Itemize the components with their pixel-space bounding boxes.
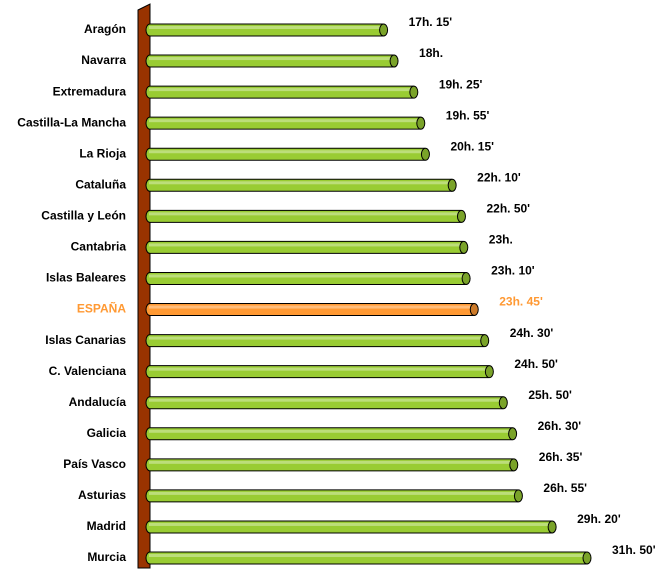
bar-highlight bbox=[149, 522, 551, 526]
bar-cap bbox=[389, 54, 399, 68]
bar-cap bbox=[509, 458, 519, 472]
bar-highlight bbox=[149, 429, 511, 433]
value-label: 24h. 30' bbox=[510, 326, 554, 340]
bar-highlight bbox=[149, 460, 512, 464]
bar bbox=[145, 396, 507, 410]
value-label: 26h. 30' bbox=[538, 419, 582, 433]
category-label: La Rioja bbox=[79, 146, 126, 160]
bar-highlight bbox=[149, 243, 462, 247]
bar bbox=[145, 458, 518, 472]
bar bbox=[145, 551, 591, 565]
category-label: Cataluña bbox=[75, 177, 126, 191]
value-label: 17h. 15' bbox=[409, 15, 453, 29]
value-label: 31h. 50' bbox=[612, 543, 656, 557]
bar-cap bbox=[480, 334, 490, 348]
bar bbox=[145, 147, 429, 161]
bar-cap bbox=[513, 489, 523, 503]
category-label: C. Valenciana bbox=[49, 364, 127, 378]
value-label: 26h. 55' bbox=[543, 481, 587, 495]
category-label: Andalucía bbox=[69, 395, 127, 409]
bar-cap bbox=[447, 178, 457, 192]
bar bbox=[145, 116, 425, 130]
value-label: 19h. 55' bbox=[446, 108, 490, 122]
bar-cap bbox=[498, 396, 508, 410]
value-label: 29h. 20' bbox=[577, 512, 621, 526]
category-label: Cantabria bbox=[71, 240, 127, 254]
bar-cap bbox=[459, 240, 469, 254]
category-label: Islas Canarias bbox=[45, 333, 126, 347]
bar-highlight bbox=[149, 554, 585, 558]
value-label: 18h. bbox=[419, 46, 443, 60]
bar-cap bbox=[416, 116, 426, 130]
bar bbox=[145, 178, 456, 192]
value-label: 19h. 25' bbox=[439, 77, 483, 91]
category-label: Galicia bbox=[87, 426, 127, 440]
bar-highlight bbox=[149, 305, 473, 309]
category-label: Aragón bbox=[84, 22, 126, 36]
value-label: 25h. 50' bbox=[528, 388, 572, 402]
bar-cap bbox=[484, 365, 494, 379]
bar bbox=[145, 427, 517, 441]
bar-cap bbox=[409, 85, 419, 99]
bar-cap bbox=[469, 303, 479, 317]
bar bbox=[145, 209, 465, 223]
category-label: Islas Baleares bbox=[46, 271, 126, 285]
bar-highlight bbox=[149, 491, 517, 495]
bar-cap bbox=[456, 209, 466, 223]
value-label: 23h. 45' bbox=[499, 295, 543, 309]
bar-highlight bbox=[149, 150, 424, 154]
bar-cap bbox=[508, 427, 518, 441]
value-label: 26h. 35' bbox=[539, 450, 583, 464]
bar-highlight bbox=[149, 88, 412, 92]
bar bbox=[145, 23, 388, 37]
bar bbox=[145, 85, 418, 99]
value-label: 24h. 50' bbox=[514, 357, 558, 371]
category-label: ESPAÑA bbox=[77, 301, 126, 316]
bar-highlight bbox=[149, 181, 451, 185]
value-label: 23h. 10' bbox=[491, 264, 535, 278]
bar-cap bbox=[420, 147, 430, 161]
bar-highlight bbox=[149, 398, 502, 402]
bar-cap bbox=[547, 520, 557, 534]
wall bbox=[137, 3, 151, 569]
bar bbox=[145, 271, 470, 285]
category-label: Murcia bbox=[87, 550, 126, 564]
bar-highlight bbox=[149, 26, 382, 29]
category-label: Madrid bbox=[87, 519, 126, 533]
category-label: Navarra bbox=[81, 53, 126, 67]
bar bbox=[145, 303, 478, 317]
bar bbox=[145, 489, 522, 503]
bar bbox=[145, 240, 468, 254]
bar-highlight bbox=[149, 336, 483, 340]
bar bbox=[145, 54, 398, 68]
bar-highlight bbox=[149, 119, 419, 123]
bar-cap bbox=[461, 271, 471, 285]
category-label: Extremadura bbox=[53, 84, 127, 98]
bar bbox=[145, 334, 489, 348]
value-label: 23h. bbox=[489, 233, 513, 247]
category-label: Castilla-La Mancha bbox=[17, 115, 126, 129]
bar bbox=[145, 365, 493, 379]
bar-highlight bbox=[149, 274, 465, 278]
bar bbox=[145, 520, 556, 534]
bar-highlight bbox=[149, 367, 488, 371]
category-label: Castilla y León bbox=[41, 209, 126, 223]
bar-highlight bbox=[149, 57, 393, 61]
value-label: 22h. 50' bbox=[486, 202, 530, 216]
value-label: 22h. 10' bbox=[477, 170, 521, 184]
bar-cap bbox=[582, 551, 592, 565]
category-label: Asturias bbox=[78, 488, 126, 502]
bar-cap bbox=[379, 23, 389, 37]
value-label: 20h. 15' bbox=[450, 139, 494, 153]
bar-highlight bbox=[149, 212, 460, 216]
category-label: País Vasco bbox=[63, 457, 126, 471]
